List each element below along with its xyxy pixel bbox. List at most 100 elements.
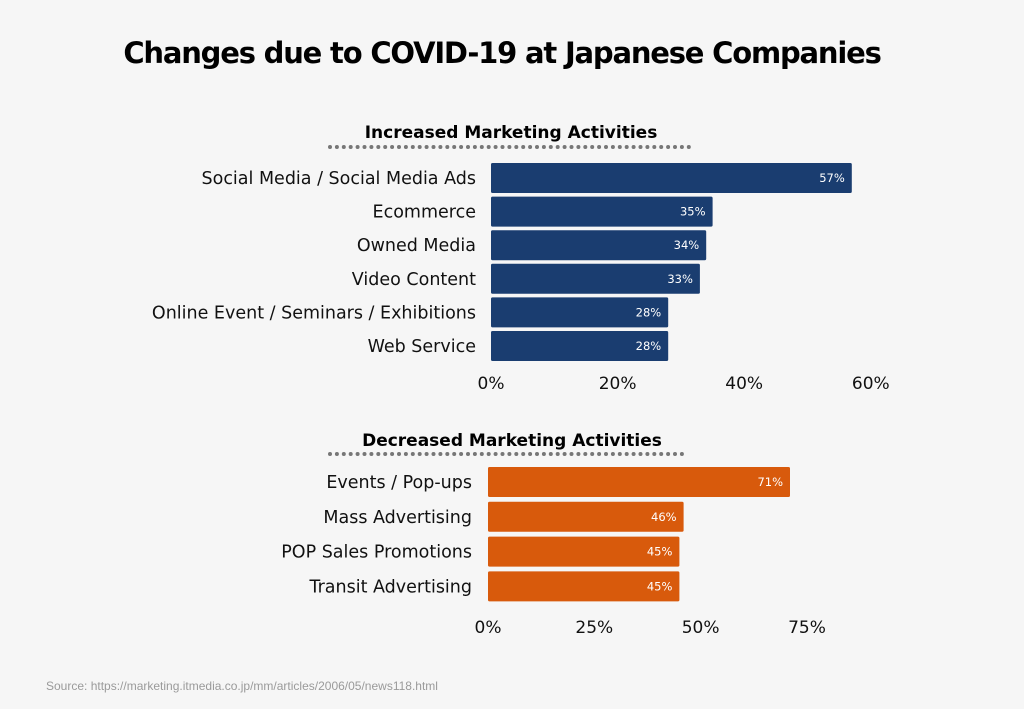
underline-dot: [590, 452, 595, 456]
category-label: Video Content: [352, 270, 476, 290]
bar: [491, 230, 707, 261]
underline-dot: [417, 452, 422, 456]
data-label: 71%: [757, 475, 783, 489]
underline-dot: [431, 145, 436, 149]
chart-title-increased: Increased Marketing Activities: [365, 123, 658, 143]
underline-dot: [507, 452, 512, 456]
underline-dot: [610, 452, 615, 456]
underline-dot: [624, 452, 629, 456]
data-label: 57%: [819, 171, 845, 185]
underline-dot: [390, 145, 395, 149]
underline-dot: [673, 452, 677, 456]
underline-dot: [679, 145, 684, 149]
underline-dot: [535, 452, 539, 456]
underline-dot: [645, 145, 650, 149]
bar: [491, 331, 669, 361]
underline-dot: [507, 145, 512, 149]
underline-dot: [541, 452, 546, 456]
underline-dot: [383, 452, 388, 456]
x-tick-label: 0%: [475, 618, 502, 638]
data-label: 46%: [651, 510, 677, 524]
underline-dot: [555, 145, 560, 149]
underline-dot: [445, 452, 450, 456]
underline-dot: [486, 145, 491, 149]
underline-dot: [362, 145, 367, 149]
data-label: 35%: [680, 205, 706, 219]
underline-dot: [431, 452, 436, 456]
underline-dot: [486, 452, 491, 456]
underline-dot: [597, 452, 602, 456]
data-label: 34%: [674, 238, 700, 252]
x-tick-label: 50%: [682, 618, 720, 638]
data-label: 28%: [636, 339, 662, 353]
underline-dot: [438, 452, 443, 456]
page-title: Changes due to COVID-19 at Japanese Comp…: [123, 36, 881, 70]
underline-dot: [514, 145, 519, 149]
underline-dot: [528, 145, 533, 149]
underline-dot: [459, 452, 464, 456]
bar: [491, 297, 669, 328]
underline-dot: [528, 452, 533, 456]
underline-dot: [466, 452, 470, 456]
underline-dot: [334, 452, 339, 456]
underline-dot: [610, 145, 615, 149]
underline-dot: [604, 452, 608, 456]
underline-dot: [659, 145, 664, 149]
underline-dot: [403, 452, 408, 456]
data-label: 45%: [647, 545, 673, 559]
underline-dot: [548, 145, 553, 149]
data-label: 45%: [647, 579, 673, 593]
underline-dot: [348, 452, 353, 456]
category-label: Events / Pop-ups: [326, 473, 472, 493]
x-tick-label: 60%: [852, 374, 890, 394]
underline-dot: [410, 145, 415, 149]
underline-dot: [645, 452, 650, 456]
underline-dot: [583, 145, 588, 149]
bar: [488, 501, 684, 532]
category-label: Mass Advertising: [323, 508, 472, 528]
underline-dot: [466, 145, 470, 149]
underline-dot: [403, 145, 408, 149]
underline-dot: [597, 145, 602, 149]
bar: [488, 571, 680, 602]
underline-dot: [424, 452, 429, 456]
category-label: POP Sales Promotions: [281, 543, 472, 563]
underline-dot: [576, 452, 581, 456]
underline-dot: [438, 145, 443, 149]
underline-dot: [479, 145, 484, 149]
underline-dot: [604, 145, 608, 149]
underline-dot: [638, 452, 643, 456]
category-label: Web Service: [368, 337, 476, 357]
underline-dot: [397, 452, 401, 456]
underline-dot: [424, 145, 429, 149]
underline-dot: [479, 452, 484, 456]
chart-title-decreased: Decreased Marketing Activities: [362, 431, 662, 451]
x-tick-label: 20%: [599, 374, 637, 394]
underline-dot: [521, 145, 526, 149]
underline-dot: [569, 145, 574, 149]
underline-dot: [673, 145, 677, 149]
underline-dot: [541, 145, 546, 149]
underline-dot: [576, 145, 581, 149]
underline-dot: [686, 145, 691, 149]
underline-dot: [500, 452, 505, 456]
underline-dot: [452, 452, 457, 456]
underline-dot: [659, 452, 664, 456]
underline-dot: [493, 452, 498, 456]
underline-dot: [341, 145, 346, 149]
category-label: Ecommerce: [373, 203, 476, 223]
underline-dot: [514, 452, 519, 456]
underline-dot: [369, 452, 374, 456]
underline-dot: [376, 452, 381, 456]
underline-dot: [472, 452, 477, 456]
underline-dot: [548, 452, 553, 456]
x-tick-label: 40%: [725, 374, 763, 394]
underline-dot: [535, 145, 539, 149]
source-note: Source: https://marketing.itmedia.co.jp/…: [46, 679, 438, 693]
x-tick-label: 75%: [788, 618, 826, 638]
underline-dot: [617, 145, 622, 149]
underline-dot: [521, 452, 526, 456]
underline-dot: [410, 452, 415, 456]
underline-dot: [383, 145, 388, 149]
